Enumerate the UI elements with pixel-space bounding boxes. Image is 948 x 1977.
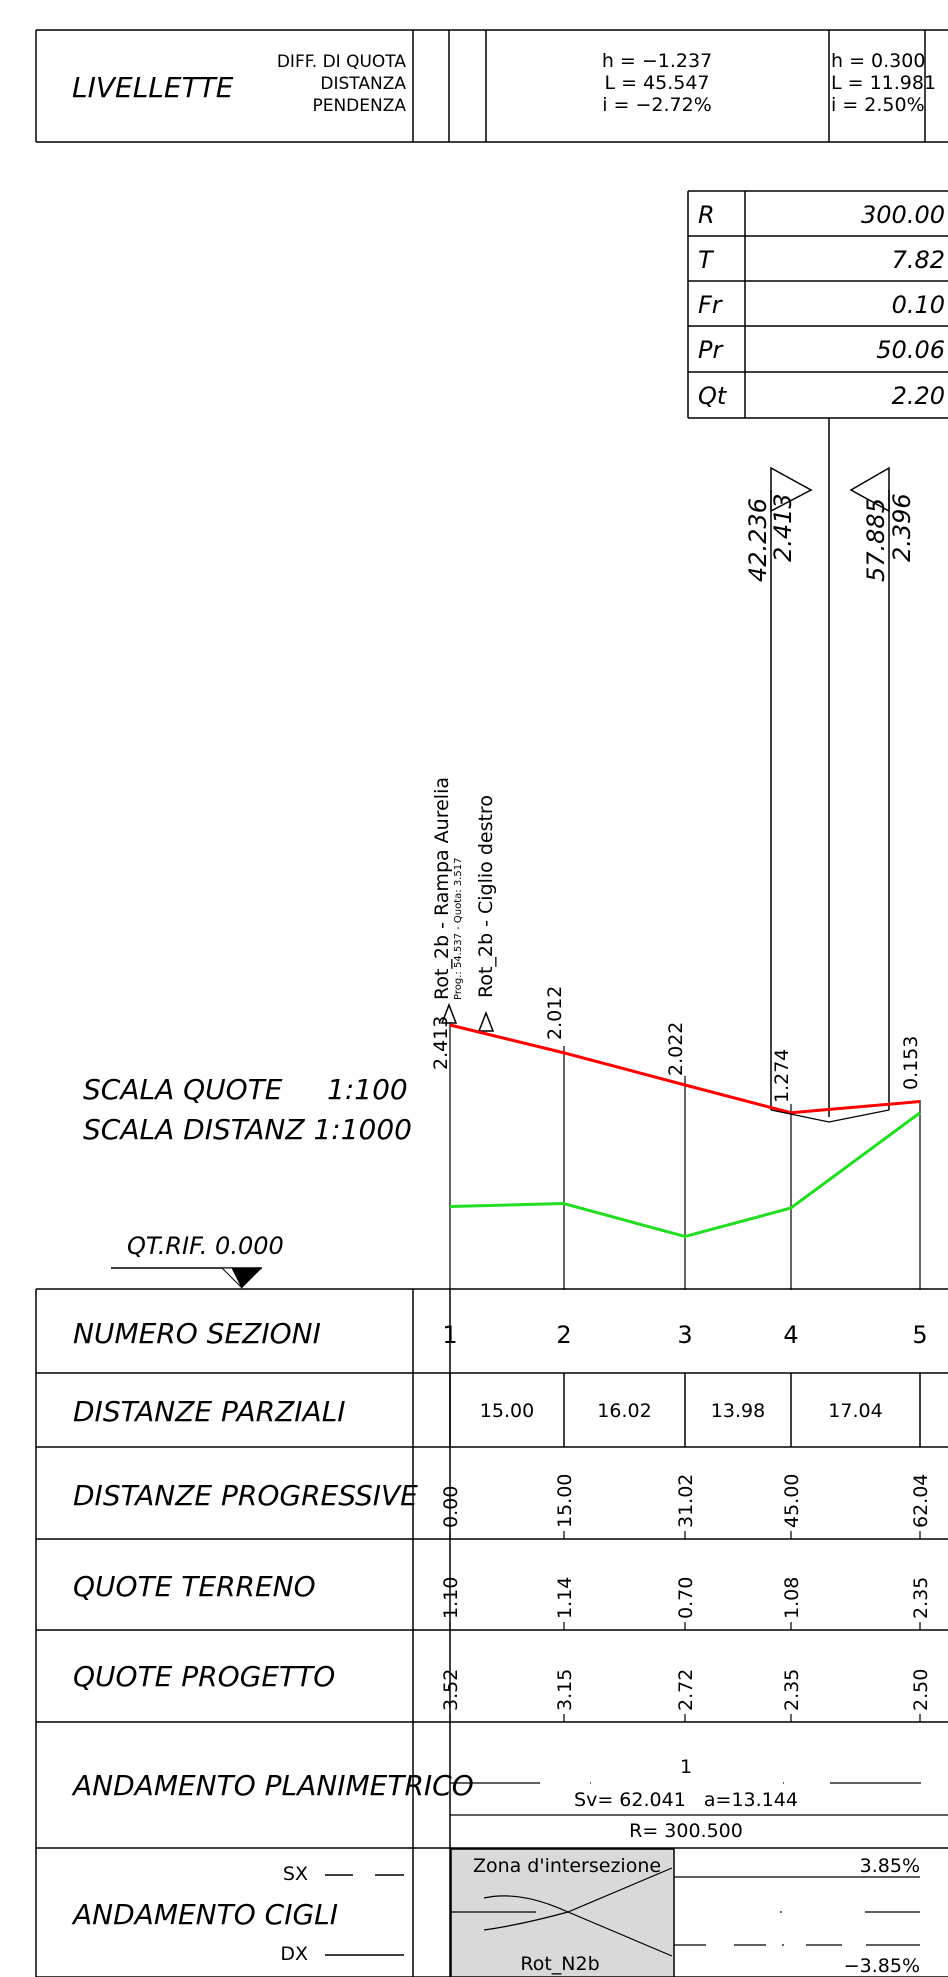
row-label-quote-progetto: QUOTE PROGETTO <box>73 1660 335 1693</box>
seg2-l: L = 11.981 <box>831 72 936 94</box>
project-elevation: 3.15 <box>554 1669 576 1711</box>
section-number: 5 <box>912 1321 927 1349</box>
scala-distanz: SCALA DISTANZ 1:1000 <box>83 1113 412 1146</box>
section-verticals <box>449 1022 921 1290</box>
terrain-elevation: 1.14 <box>554 1577 576 1619</box>
marker1-quota: 2.413 <box>769 493 797 562</box>
terrain-elevation: 1.10 <box>440 1577 462 1619</box>
partial-distance: 17.04 <box>828 1400 882 1422</box>
diff-quota-label: DIFF. DI QUOTA <box>277 52 407 72</box>
curve-param-label: Qt <box>698 382 728 410</box>
rampa-subannotation: Prog.: 54.537 - Quota: 3.517 <box>453 858 464 1000</box>
curve-param-label: Pr <box>698 336 724 364</box>
row-label-distanze-progressive: DISTANZE PROGRESSIVE <box>73 1479 418 1512</box>
rampa-triangle <box>440 1002 458 1024</box>
row-label-numero-sezioni: NUMERO SEZIONI <box>73 1317 321 1350</box>
profile-value-label: 2.022 <box>665 1022 687 1076</box>
project-elevation: 2.72 <box>675 1669 697 1711</box>
table-cells: 1 2 3 4 5 15.00 16.02 13.98 17.04 0.00 15.00 31.02 4… <box>440 1321 932 1722</box>
profile-value-label: 0.153 <box>900 1036 922 1090</box>
vertical-curve-sag <box>770 1109 890 1123</box>
livellette-table <box>35 29 948 143</box>
cigli-pct-bot: −3.85% <box>844 1955 920 1977</box>
marker1-prog: 42.236 <box>744 498 772 582</box>
cigli-legend <box>325 1874 404 1956</box>
cigli-dx-label: DX <box>280 1943 308 1965</box>
pendenza-label: PENDENZA <box>312 96 406 116</box>
seg1-l: L = 45.547 <box>604 72 709 94</box>
zona-intersezione-label: Zona d'intersezione <box>473 1855 661 1877</box>
profile-value-labels: 2.413 2.012 2.022 1.274 0.153 <box>430 986 922 1103</box>
project-elevation: 3.52 <box>440 1669 462 1711</box>
livellette-title: LIVELLETTE <box>72 71 234 104</box>
section-number: 2 <box>556 1321 571 1349</box>
data-table-grid <box>35 1288 948 1977</box>
partial-distance: 16.02 <box>597 1400 651 1422</box>
seg1-i: i = −2.72% <box>602 94 712 116</box>
curve-params-table <box>687 190 948 1117</box>
partial-distance: 13.98 <box>711 1400 765 1422</box>
cigli-sx-label: SX <box>283 1863 308 1885</box>
marker2-prog: 57.885 <box>862 498 890 582</box>
curve-param-label: Fr <box>698 291 724 319</box>
curve-table-text: R 300.00 T 7.82 Fr 0.10 Pr 50.06 Qt 2.20 <box>698 201 945 410</box>
seg2-h: h = 0.300 <box>831 50 925 72</box>
curve-param-value: 50.06 <box>876 336 945 364</box>
section-number: 1 <box>442 1321 457 1349</box>
marker2-quota: 2.396 <box>888 493 916 562</box>
planimetrico-r: R= 300.500 <box>629 1820 743 1842</box>
terrain-elevation: 0.70 <box>675 1577 697 1619</box>
planimetrico-lines <box>450 1782 948 1816</box>
progressive-distance: 45.00 <box>781 1474 803 1528</box>
profile-value-label: 2.012 <box>544 986 566 1040</box>
cigli-pct-top: 3.85% <box>860 1855 920 1877</box>
project-elevation: 2.35 <box>781 1669 803 1711</box>
planimetrico-sv: Sv= 62.041 a=13.144 <box>574 1789 798 1811</box>
progressive-distance: 0.00 <box>440 1486 462 1528</box>
progressive-distance: 62.04 <box>910 1474 932 1528</box>
progressive-distance: 15.00 <box>554 1474 576 1528</box>
progressive-distance: 31.02 <box>675 1474 697 1528</box>
curve-param-value: 0.10 <box>892 291 945 319</box>
section-number: 4 <box>783 1321 798 1349</box>
curve-param-value: 2.20 <box>892 382 945 410</box>
qt-rif: QT.RIF. 0.000 <box>127 1232 284 1260</box>
curve-param-label: R <box>698 201 715 229</box>
profile-lines <box>449 1023 921 1239</box>
row-label-quote-terreno: QUOTE TERRENO <box>73 1570 316 1603</box>
marker-triangle-right <box>849 466 890 513</box>
curve-param-label: T <box>698 246 715 274</box>
row-label-andamento-planimetrico: ANDAMENTO PLANIMETRICO <box>71 1769 474 1802</box>
ciglio-annotation: Rot_2b - Ciglio destro <box>475 795 497 998</box>
seg1-h: h = −1.237 <box>602 50 712 72</box>
scala-quote: SCALA QUOTE 1:100 <box>83 1073 408 1106</box>
terrain-elevation: 1.08 <box>781 1577 803 1619</box>
distanza-label: DISTANZA <box>320 74 406 94</box>
ciglio-triangle <box>477 1010 495 1032</box>
profile-value-label: 1.274 <box>771 1049 793 1103</box>
terrain-elevation: 2.35 <box>910 1577 932 1619</box>
partial-distance: 15.00 <box>480 1400 534 1422</box>
marker-triangle-left <box>770 466 813 513</box>
curve-param-value: 300.00 <box>861 201 945 229</box>
rampa-annotation: Rot_2b - Rampa Aurelia <box>431 777 453 1000</box>
profile-value-label: 2.413 <box>430 1016 452 1070</box>
planimetrico-num: 1 <box>680 1756 692 1778</box>
qt-rif-marker <box>111 1267 262 1289</box>
rot-label: Rot_N2b <box>520 1953 599 1975</box>
curve-param-value: 7.82 <box>892 246 945 274</box>
row-label-distanze-parziali: DISTANZE PARZIALI <box>73 1395 346 1428</box>
section-number: 3 <box>677 1321 692 1349</box>
seg2-i: i = 2.50% <box>831 94 925 116</box>
vertical-markers <box>770 466 890 1110</box>
cigli-lines <box>451 1867 920 1957</box>
project-elevation: 2.50 <box>910 1669 932 1711</box>
row-label-andamento-cigli: ANDAMENTO CIGLI <box>71 1898 338 1931</box>
